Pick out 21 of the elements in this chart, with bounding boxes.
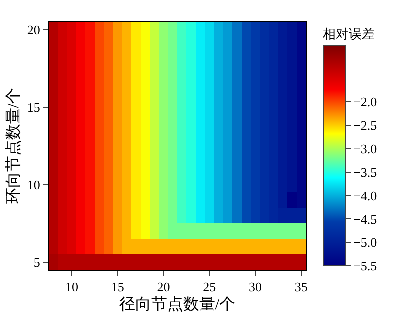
x-tick-label: 10	[65, 280, 78, 295]
color-bar-label: −2.5	[354, 118, 378, 134]
color-bar-label: −4.5	[354, 212, 378, 227]
y-tick-label: 10	[27, 177, 40, 192]
color-bar-title: 相对误差	[323, 26, 376, 42]
x-tick-label: 35	[294, 280, 308, 295]
color-bar-label: −5.5	[354, 258, 378, 274]
y-tick-label: 5	[34, 254, 40, 270]
y-tick-label: 20	[27, 22, 40, 38]
y-axis-title: 环向节点数量/个	[4, 88, 22, 204]
x-tick-label: 25	[203, 280, 216, 295]
color-bar-label: −2.0	[354, 94, 378, 110]
color-bar-label: −4.0	[354, 188, 378, 204]
y-tick-label: 15	[27, 100, 40, 115]
x-tick-label: 30	[249, 280, 262, 295]
color-bar-label: −3.0	[354, 142, 378, 157]
color-bar-label: −5.0	[354, 235, 378, 250]
color-bar-label: −3.5	[354, 164, 378, 180]
x-axis-title: 径向节点数量/个	[119, 295, 236, 314]
x-tick-label: 20	[157, 280, 170, 295]
x-tick-label: 15	[111, 280, 124, 295]
